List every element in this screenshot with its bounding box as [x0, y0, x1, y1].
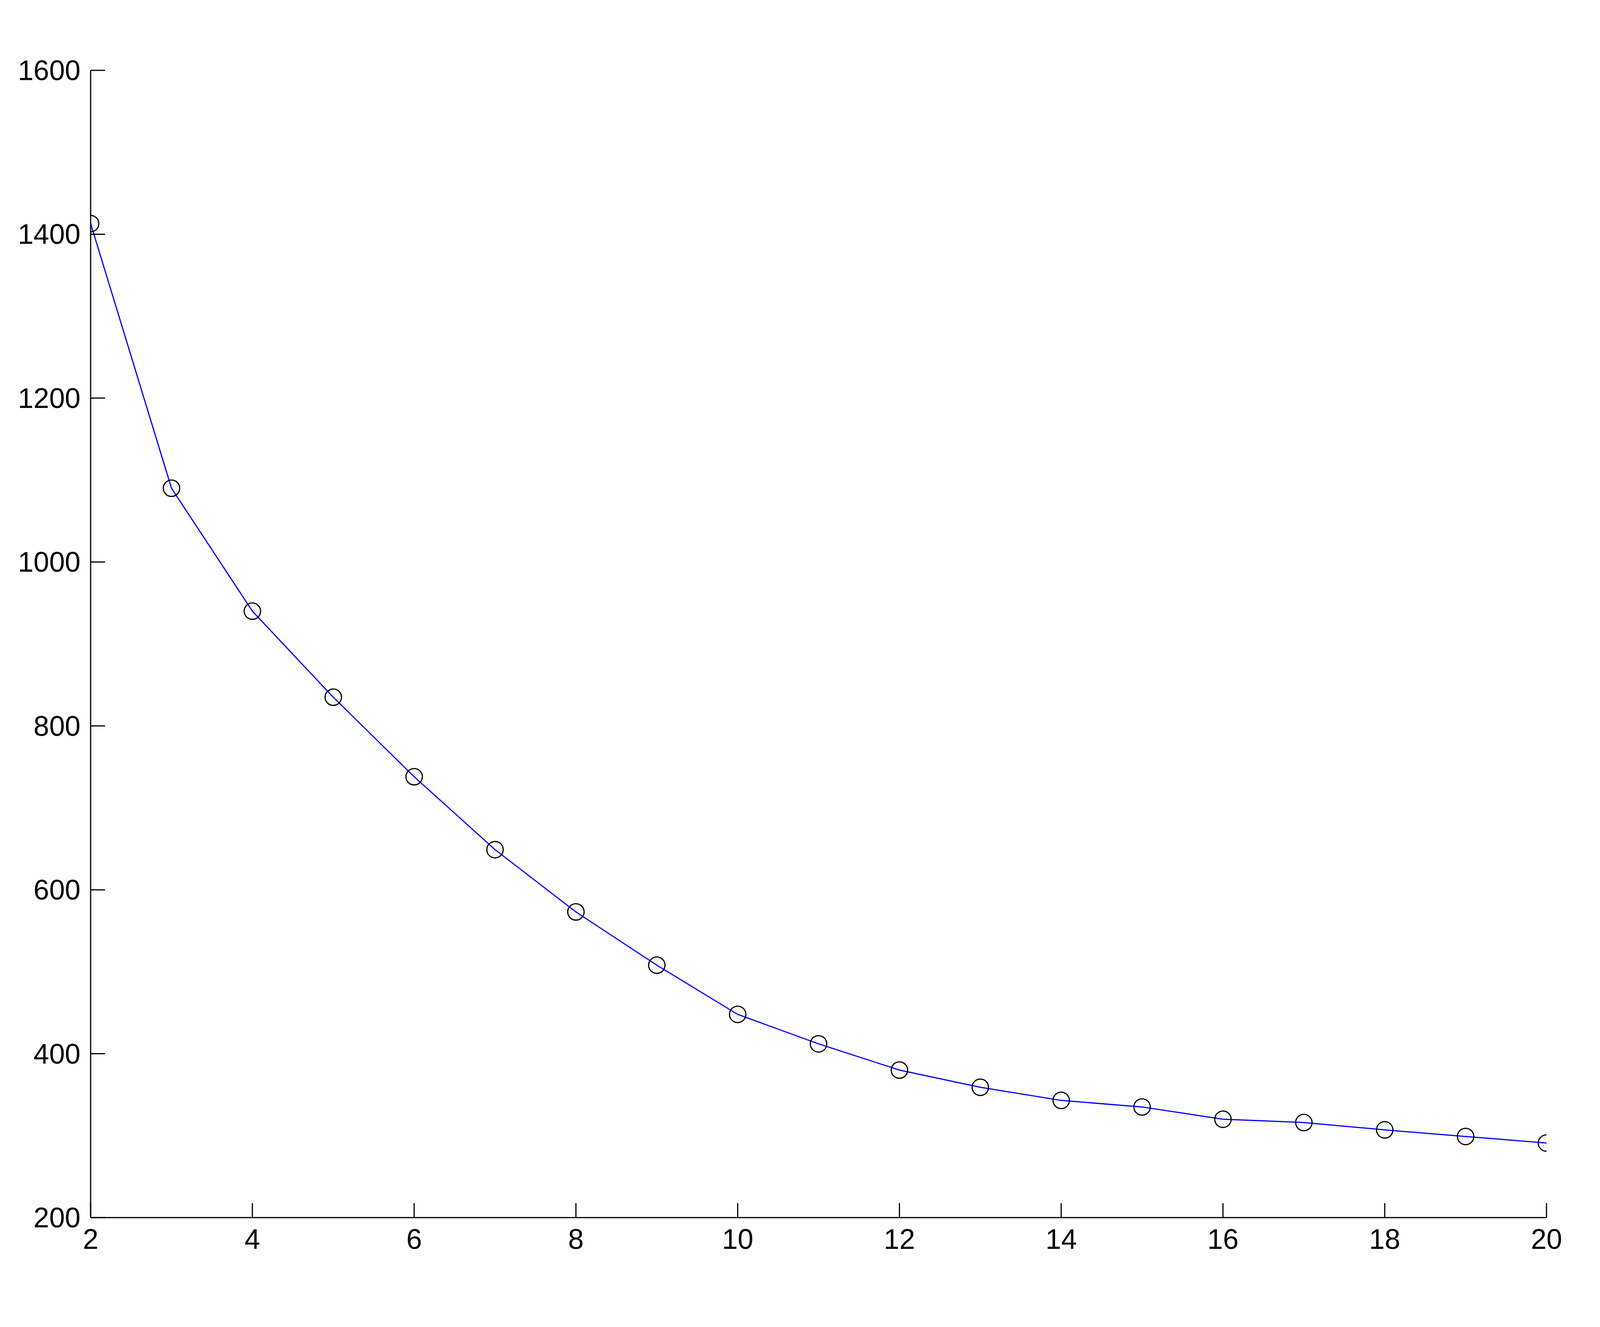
- svg-text:16: 16: [1207, 1223, 1239, 1255]
- svg-text:18: 18: [1369, 1223, 1401, 1255]
- svg-text:200: 200: [33, 1201, 81, 1233]
- svg-text:14: 14: [1045, 1223, 1077, 1255]
- svg-text:1400: 1400: [17, 218, 81, 250]
- svg-text:800: 800: [33, 710, 81, 742]
- svg-text:2: 2: [82, 1223, 99, 1255]
- svg-text:1200: 1200: [17, 382, 81, 414]
- svg-text:12: 12: [883, 1223, 916, 1255]
- svg-text:600: 600: [33, 873, 81, 906]
- svg-text:6: 6: [406, 1223, 422, 1255]
- svg-text:1600: 1600: [17, 54, 81, 86]
- svg-text:20: 20: [1530, 1223, 1563, 1255]
- svg-text:8: 8: [567, 1223, 584, 1255]
- svg-text:1000: 1000: [17, 546, 81, 578]
- svg-text:4: 4: [244, 1223, 261, 1255]
- svg-text:400: 400: [33, 1037, 81, 1070]
- svg-text:10: 10: [721, 1223, 754, 1255]
